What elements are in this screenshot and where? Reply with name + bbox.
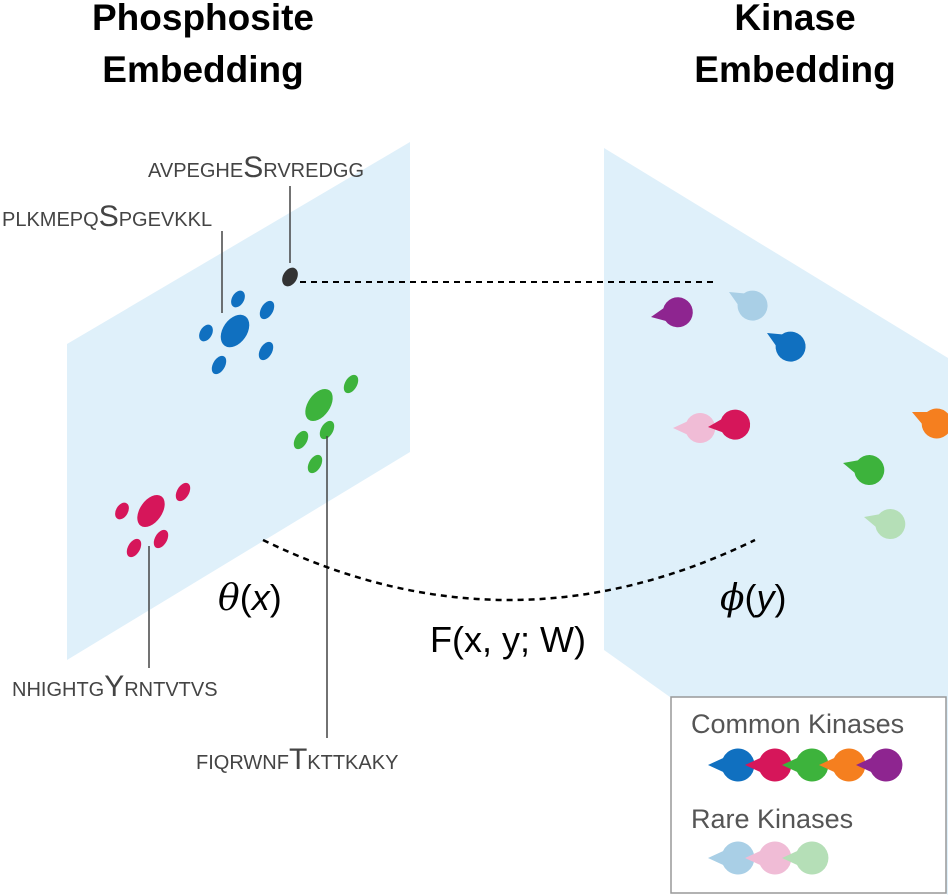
phosphosite-cluster-green (293, 374, 359, 474)
sequence-label-2: PLKMEPQSPGEVKKL (2, 200, 212, 233)
theta-function-label: θ(x) (218, 577, 282, 619)
phosphosite-point (307, 454, 323, 474)
kinase-title-line1: Kinase (734, 0, 855, 38)
phosphosite-point (211, 355, 227, 375)
phosphosite-point (259, 300, 275, 320)
score-function-arc (262, 538, 756, 602)
sequence-label-3: NHIGHTGYRNTVTVS (12, 670, 218, 703)
phosphosite-point (126, 538, 142, 558)
phosphosite-point (319, 420, 335, 440)
phosphosite-point (258, 341, 274, 361)
phosphosite-embedding-plane (67, 142, 410, 660)
phosphosite-title-line1: Phosphosite (92, 0, 314, 38)
phosphosite-point (199, 324, 213, 342)
phosphosite-point (220, 314, 250, 348)
legend: Common Kinases Rare Kinases (670, 696, 947, 894)
phosphosite-title-line2: Embedding (102, 49, 303, 90)
phosphosite-point (305, 388, 333, 422)
legend-common-label: Common Kinases (691, 709, 904, 739)
phosphosite-point (175, 482, 191, 502)
phosphosite-point (231, 290, 245, 308)
sequence-label-4: FIQRWNFTKTTKAKY (196, 743, 398, 776)
phosphosite-point (343, 374, 359, 394)
phosphosite-cluster-blue (199, 290, 275, 375)
query-phosphosite-point (282, 267, 298, 287)
sequence-label-1: AVPEGHESRVREDGG (148, 151, 364, 184)
phosphosite-cluster-magenta (115, 482, 191, 558)
legend-rare-label: Rare Kinases (691, 804, 853, 834)
phosphosite-point (153, 529, 169, 549)
phosphosite-point (115, 502, 129, 520)
phi-function-label: ϕ(y) (720, 577, 787, 619)
kinase-title-line2: Embedding (694, 49, 895, 90)
score-function-label: F(x, y; W) (430, 619, 586, 660)
phosphosite-point (137, 494, 165, 528)
phosphosite-point (293, 430, 309, 450)
